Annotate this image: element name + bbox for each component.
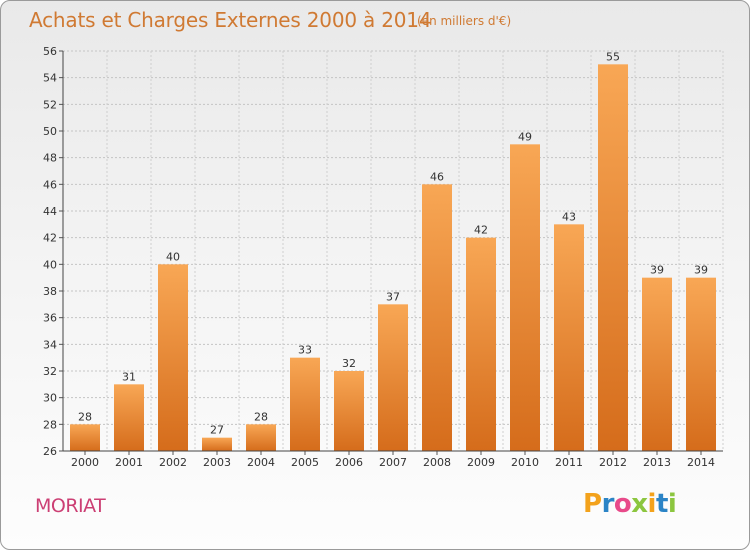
- x-tick-label: 2012: [599, 456, 627, 469]
- bar-2008: [422, 184, 452, 452]
- x-tick-label: 2009: [467, 456, 495, 469]
- bar-2014: [686, 277, 716, 451]
- data-label-2007: 37: [386, 290, 400, 303]
- bar-2005: [290, 357, 320, 451]
- y-tick-label: 54: [43, 72, 57, 85]
- x-tick-label: 2013: [643, 456, 671, 469]
- x-tick-label: 2005: [291, 456, 319, 469]
- x-tick-label: 2000: [71, 456, 99, 469]
- proxiti-logo: Proxiti: [583, 489, 677, 519]
- bar-2010: [510, 144, 540, 452]
- chart-title: Achats et Charges Externes 2000 à 2014: [29, 8, 432, 32]
- x-tick-label: 2004: [247, 456, 275, 469]
- y-tick-label: 32: [43, 365, 57, 378]
- y-tick-label: 38: [43, 285, 57, 298]
- data-label-2004: 28: [254, 410, 268, 423]
- data-label-2003: 27: [210, 424, 224, 437]
- y-tick-label: 42: [43, 232, 57, 245]
- x-tick-label: 2003: [203, 456, 231, 469]
- bars: [70, 64, 716, 452]
- commune-name: MORIAT: [35, 495, 106, 517]
- x-tick-label: 2014: [687, 456, 715, 469]
- data-label-2009: 42: [474, 224, 488, 237]
- data-label-2014: 39: [694, 264, 708, 277]
- y-tick-label: 44: [43, 205, 57, 218]
- data-label-2000: 28: [78, 410, 92, 423]
- y-tick-label: 28: [43, 418, 57, 431]
- bar-2001: [114, 384, 144, 451]
- data-label-2010: 49: [518, 130, 532, 143]
- y-tick-label: 34: [43, 338, 57, 351]
- bar-2007: [378, 304, 408, 451]
- y-tick-label: 36: [43, 312, 57, 325]
- labels: 26 28 30 32 34 36 38 40 42 44 46 48 50 52 54 56 28 2000 31…: [43, 45, 715, 469]
- y-tick-label: 40: [43, 258, 57, 271]
- data-label-2011: 43: [562, 210, 576, 223]
- chart-subtitle: (en milliers d'€): [417, 14, 512, 28]
- bar-2002: [158, 264, 188, 451]
- x-tick-label: 2011: [555, 456, 583, 469]
- x-tick-label: 2007: [379, 456, 407, 469]
- bar-2013: [642, 277, 672, 451]
- y-tick-label: 50: [43, 125, 57, 138]
- axes: [59, 50, 723, 455]
- bar-2012: [598, 64, 628, 452]
- y-tick-label: 26: [43, 445, 57, 458]
- y-tick-label: 52: [43, 98, 57, 111]
- data-label-2001: 31: [122, 370, 136, 383]
- x-tick-label: 2008: [423, 456, 451, 469]
- x-tick-label: 2010: [511, 456, 539, 469]
- data-label-2006: 32: [342, 357, 356, 370]
- x-tick-label: 2002: [159, 456, 187, 469]
- y-tick-label: 30: [43, 392, 57, 405]
- bar-2003: [202, 437, 232, 451]
- bar-2006: [334, 371, 364, 451]
- y-tick-label: 46: [43, 178, 57, 191]
- data-label-2013: 39: [650, 264, 664, 277]
- bar-2009: [466, 237, 496, 451]
- bar-2004: [246, 424, 276, 451]
- x-tick-label: 2001: [115, 456, 143, 469]
- data-label-2002: 40: [166, 250, 180, 263]
- y-tick-label: 48: [43, 152, 57, 165]
- x-tick-label: 2006: [335, 456, 363, 469]
- bar-2011: [554, 224, 584, 451]
- data-label-2005: 33: [298, 344, 312, 357]
- data-label-2012: 55: [606, 50, 620, 63]
- bar-2000: [70, 424, 100, 451]
- data-label-2008: 46: [430, 170, 444, 183]
- y-tick-label: 56: [43, 45, 57, 58]
